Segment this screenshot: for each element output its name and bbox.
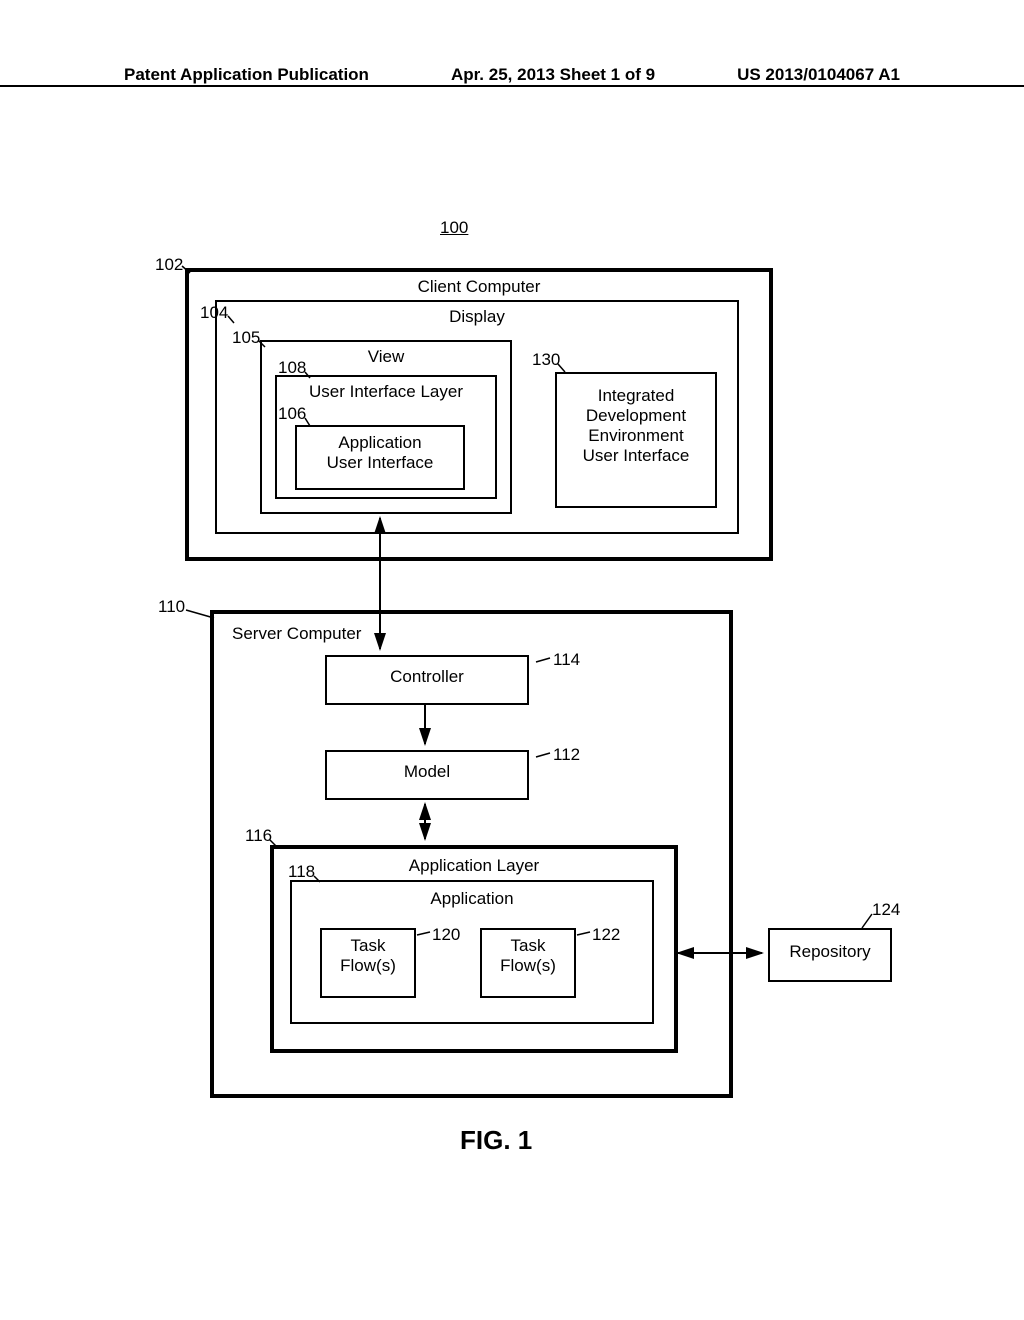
label-server-computer: Server Computer [232,622,729,646]
ref-system: 100 [440,218,468,238]
label-ide-3: Environment [557,426,715,446]
label-application: Application [292,887,652,911]
header-left: Patent Application Publication [120,65,373,85]
box-controller: Controller [325,655,529,705]
ref-ide-ui: 130 [532,350,560,370]
label-ide-2: Development [557,406,715,426]
ref-server-computer: 110 [158,597,185,617]
ref-client-computer: 102 [155,255,183,275]
ref-application: 118 [288,862,315,882]
label-app-ui-1: Application [297,433,463,453]
label-tf1-b: Flow(s) [322,956,414,976]
ref-repository: 124 [872,900,900,920]
label-display: Display [217,305,737,329]
label-repository: Repository [789,942,870,961]
label-tf1-a: Task [322,936,414,956]
box-model: Model [325,750,529,800]
ref-task-flows-1: 120 [432,925,460,945]
box-repository: Repository [768,928,892,982]
label-tf2-b: Flow(s) [482,956,574,976]
ref-view: 105 [232,328,260,348]
ref-display: 104 [200,303,228,323]
label-client-computer: Client Computer [189,275,769,299]
ref-app-ui: 106 [278,404,306,424]
ref-controller: 114 [553,650,580,670]
label-model: Model [404,762,450,781]
ref-task-flows-2: 122 [592,925,620,945]
label-controller: Controller [390,667,464,686]
box-task-flows-2: Task Flow(s) [480,928,576,998]
header-row: Patent Application Publication Apr. 25, … [0,65,1024,85]
label-ide-1: Integrated [557,386,715,406]
header-right: US 2013/0104067 A1 [733,65,904,85]
label-ui-layer: User Interface Layer [277,380,495,404]
label-app-layer: Application Layer [274,854,674,878]
figure-label: FIG. 1 [460,1125,532,1156]
label-ide-4: User Interface [557,446,715,466]
box-task-flows-1: Task Flow(s) [320,928,416,998]
header-center: Apr. 25, 2013 Sheet 1 of 9 [447,65,659,85]
label-tf2-a: Task [482,936,574,956]
ref-app-layer: 116 [245,826,272,846]
ref-model: 112 [553,745,580,765]
box-ide-ui: Integrated Development Environment User … [555,372,717,508]
label-app-ui-2: User Interface [297,453,463,473]
diagram: 100 Client Computer 102 Display 104 View… [0,200,1024,1150]
box-app-ui: Application User Interface [295,425,465,490]
page-header: Patent Application Publication Apr. 25, … [0,85,1024,87]
ref-ui-layer: 108 [278,358,306,378]
